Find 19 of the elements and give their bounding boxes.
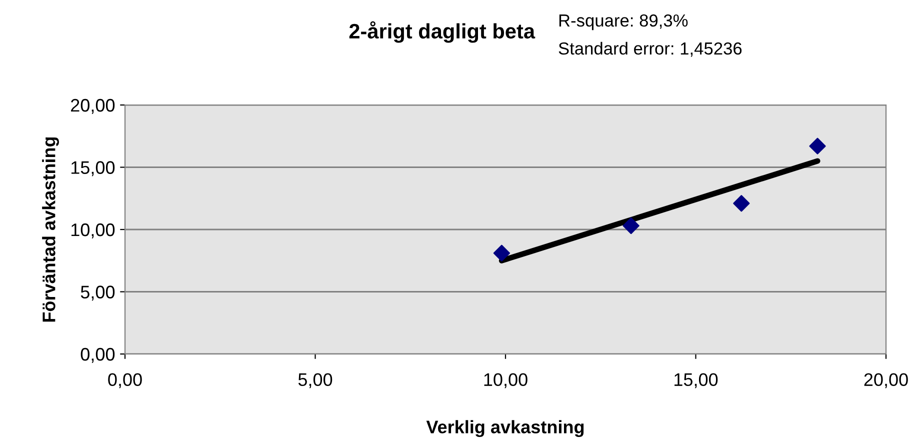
chart-title: 2-årigt dagligt beta <box>349 21 536 43</box>
x-axis-title: Verklig avkastning <box>426 420 584 438</box>
point <box>809 138 826 154</box>
y-tick-label: 0,00 <box>80 348 115 363</box>
y-tick-label: 15,00 <box>71 161 115 176</box>
point <box>733 195 750 212</box>
x-tick-label: 15,00 <box>674 373 718 388</box>
text: R-square: 89,3% <box>559 14 688 30</box>
x-tick-label: 5,00 <box>298 373 332 388</box>
y-tick-label: 10,00 <box>71 223 115 238</box>
y-tick-label: 20,00 <box>71 98 115 114</box>
x-tick-label: 0,00 <box>108 373 142 388</box>
y-axis-title: Förväntad avkastning <box>42 137 59 322</box>
point <box>622 217 640 234</box>
point <box>493 244 510 262</box>
x-tick-label: 20,00 <box>864 373 908 388</box>
x-tick-label: 10,00 <box>484 373 528 388</box>
text: Standard error: 1,45236 <box>558 42 742 57</box>
y-tick-label: 5,00 <box>80 286 115 301</box>
